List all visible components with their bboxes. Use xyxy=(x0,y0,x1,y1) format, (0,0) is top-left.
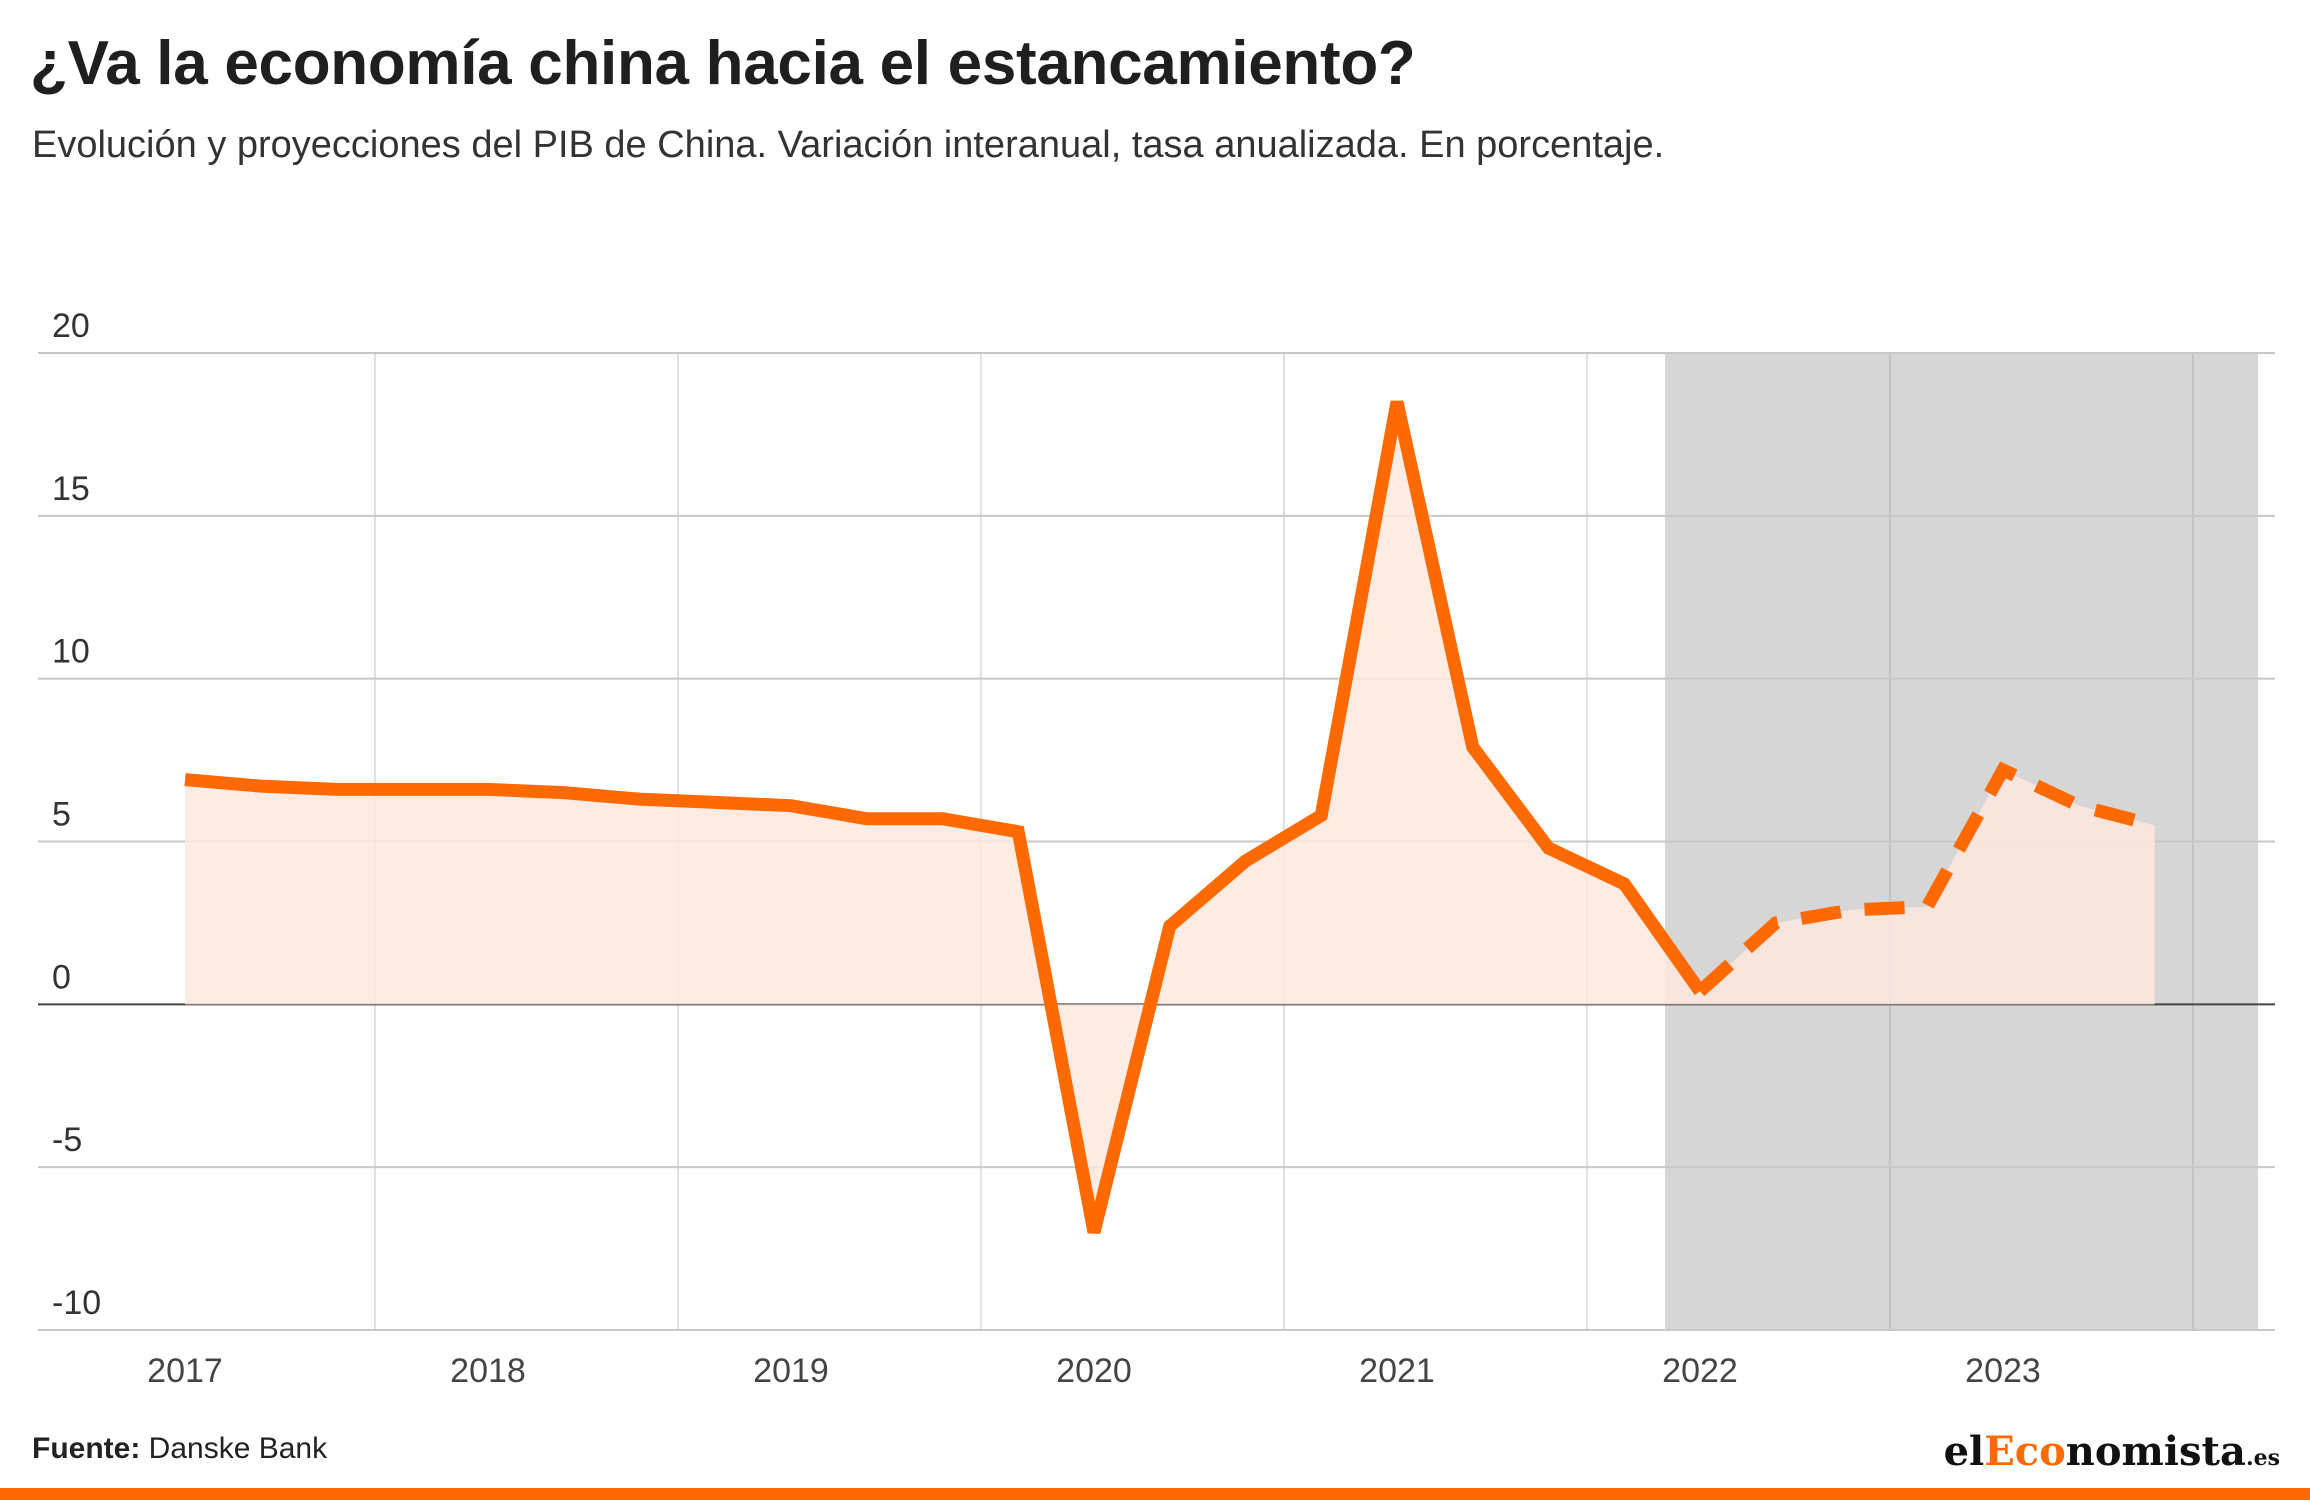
data-point xyxy=(1775,922,1777,924)
logo-prefix: el xyxy=(1943,1428,1985,1475)
area-fill xyxy=(185,401,2155,1233)
y-tick-label: 10 xyxy=(52,633,90,671)
data-point xyxy=(866,818,868,820)
publisher-logo: elEconomista.es xyxy=(1944,1428,2280,1475)
data-point xyxy=(487,788,489,790)
gdp-line-chart: 20 15 10 5 0 -5 -10 2017 2018 2019 2020 2021 2022 202… xyxy=(38,307,2275,1390)
data-point xyxy=(1396,401,1398,403)
data-point xyxy=(260,785,262,787)
data-point xyxy=(1245,860,1247,862)
projection-line xyxy=(1695,761,2157,997)
data-point xyxy=(2078,805,2080,807)
source-note: Fuente: Danske Bank xyxy=(32,1432,327,1466)
logo-domain: .es xyxy=(2245,1445,2280,1471)
y-tick-label: -5 xyxy=(52,1121,82,1159)
data-point xyxy=(1851,909,1853,911)
logo-suffix: nomista xyxy=(2065,1428,2246,1475)
x-tick-label: 2023 xyxy=(1965,1352,2041,1390)
logo-accent: Eco xyxy=(1984,1428,2066,1475)
bottom-accent-bar xyxy=(0,1488,2310,1500)
data-point xyxy=(411,788,413,790)
source-value: Danske Bank xyxy=(148,1432,328,1465)
x-tick-label: 2017 xyxy=(147,1352,223,1390)
data-point xyxy=(1093,1231,1095,1233)
y-tick-label: 5 xyxy=(52,796,71,834)
gdp-line xyxy=(184,400,1706,1234)
data-point xyxy=(1548,847,1550,849)
x-tick-label: 2018 xyxy=(450,1352,526,1390)
data-point xyxy=(563,792,565,794)
chart-title: ¿Va la economía china hacia el estancami… xyxy=(30,29,1416,98)
data-point xyxy=(1623,883,1625,885)
data-point xyxy=(336,788,338,790)
data-point xyxy=(2154,824,2156,826)
x-tick-label: 2019 xyxy=(753,1352,829,1390)
data-point xyxy=(639,798,641,800)
data-point xyxy=(1926,906,1928,908)
data-point xyxy=(1320,814,1322,816)
data-point xyxy=(1472,746,1474,748)
y-tick-label: 20 xyxy=(52,307,90,345)
y-tick-label: 15 xyxy=(52,470,90,508)
y-tick-label: 0 xyxy=(52,958,71,996)
data-point xyxy=(1169,925,1171,927)
data-point xyxy=(1017,831,1019,833)
source-label: Fuente: xyxy=(32,1432,141,1465)
chart-subtitle: Evolución y proyecciones del PIB de Chin… xyxy=(32,124,1665,166)
y-tick-label: -10 xyxy=(52,1284,101,1322)
x-tick-label: 2021 xyxy=(1359,1352,1435,1390)
x-tick-label: 2020 xyxy=(1056,1352,1132,1390)
data-point xyxy=(942,818,944,820)
data-point xyxy=(184,779,186,781)
data-point xyxy=(714,801,716,803)
data-point xyxy=(790,805,792,807)
x-tick-label: 2022 xyxy=(1662,1352,1738,1390)
data-point xyxy=(2002,769,2004,771)
